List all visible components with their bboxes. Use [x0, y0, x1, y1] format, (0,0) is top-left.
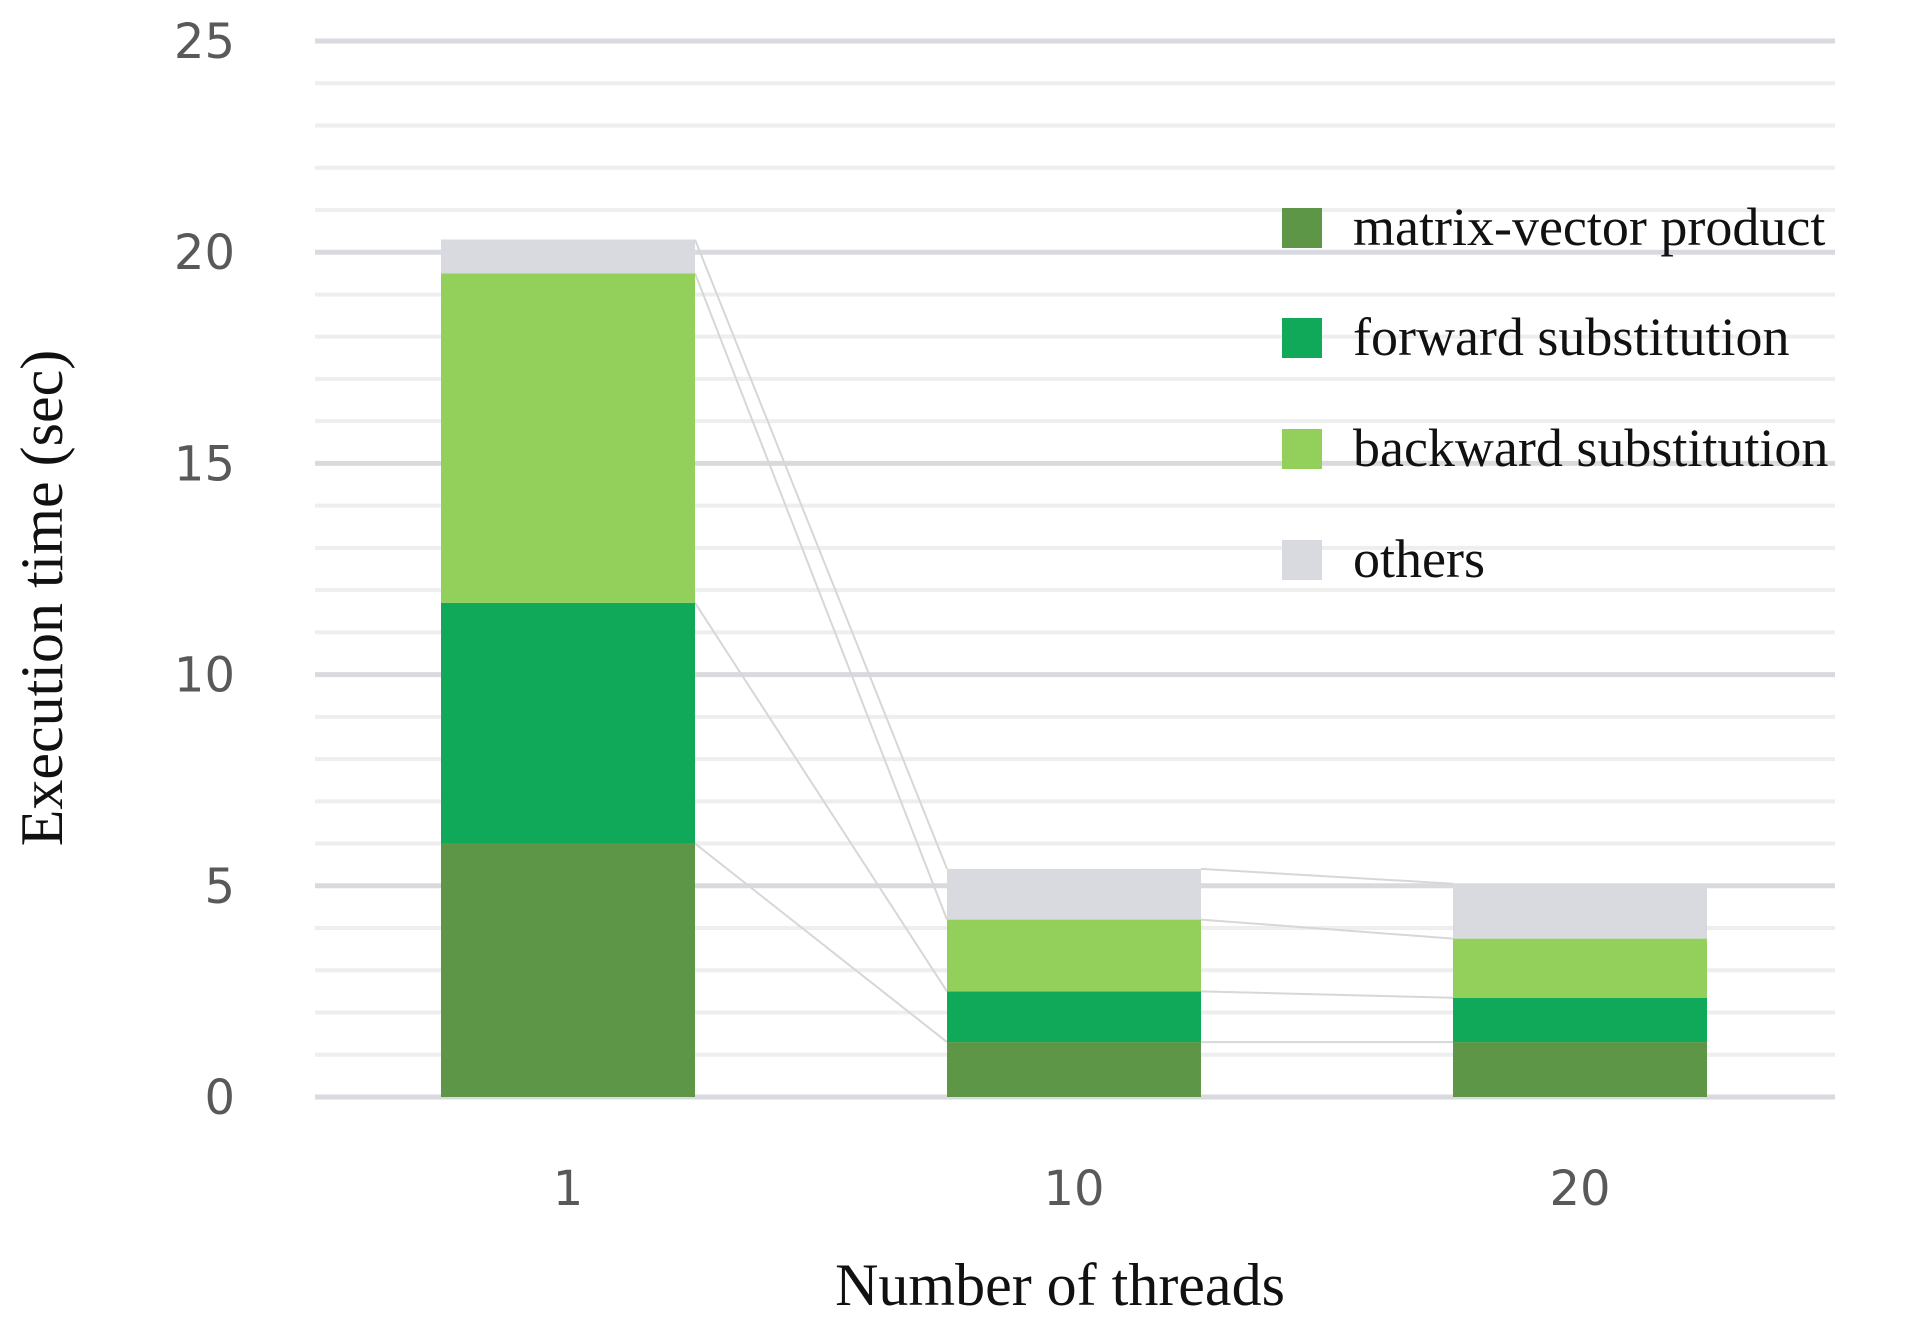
bar-segment [441, 843, 695, 1097]
legend-label: backward substitution [1353, 418, 1828, 478]
bar-segment [1453, 938, 1707, 998]
bar-segment [947, 991, 1201, 1043]
x-tick-label: 1 [553, 1161, 584, 1217]
series-connector [694, 602, 948, 992]
y-tick-label: 10 [174, 648, 235, 704]
y-axis-title: Execution time (sec) [9, 350, 75, 846]
x-tick-label: 20 [1549, 1161, 1610, 1217]
legend: matrix-vector product forward substitutio… [1282, 197, 1828, 589]
x-axis-title: Number of threads [835, 1252, 1285, 1318]
legend-swatch [1282, 318, 1322, 358]
series-connector [1200, 918, 1454, 940]
y-tick-label: 0 [204, 1070, 235, 1126]
bar-segment [947, 1042, 1201, 1097]
bars [441, 239, 1707, 1097]
bar-segment [1453, 883, 1707, 939]
bar-segment [947, 919, 1201, 992]
series-connector [694, 239, 948, 870]
series-connector [1200, 990, 1454, 999]
legend-swatch [1282, 429, 1322, 469]
legend-label: forward substitution [1353, 307, 1789, 367]
y-tick-label: 25 [174, 14, 235, 70]
bar-segment [1453, 1042, 1707, 1097]
bar-segment [441, 239, 695, 274]
legend-swatch [1282, 208, 1322, 248]
legend-swatch [1282, 540, 1322, 580]
x-tick-label: 10 [1043, 1161, 1104, 1217]
legend-label: others [1353, 529, 1485, 589]
y-axis-tick-labels: 0 5 10 15 20 25 [174, 14, 235, 1126]
bar-segment [441, 273, 695, 603]
x-axis-tick-labels: 1 10 20 [553, 1161, 1611, 1217]
series-connector-lines [694, 239, 1454, 1044]
y-tick-label: 20 [174, 225, 235, 281]
series-connector [694, 272, 948, 920]
y-tick-label: 15 [174, 436, 235, 492]
legend-label: matrix-vector product [1353, 197, 1825, 257]
y-tick-label: 5 [204, 859, 235, 915]
bar-segment [947, 868, 1201, 920]
bar-segment [441, 602, 695, 844]
series-connector [1200, 867, 1454, 885]
bar-segment [1453, 997, 1707, 1043]
series-connector [694, 842, 948, 1043]
